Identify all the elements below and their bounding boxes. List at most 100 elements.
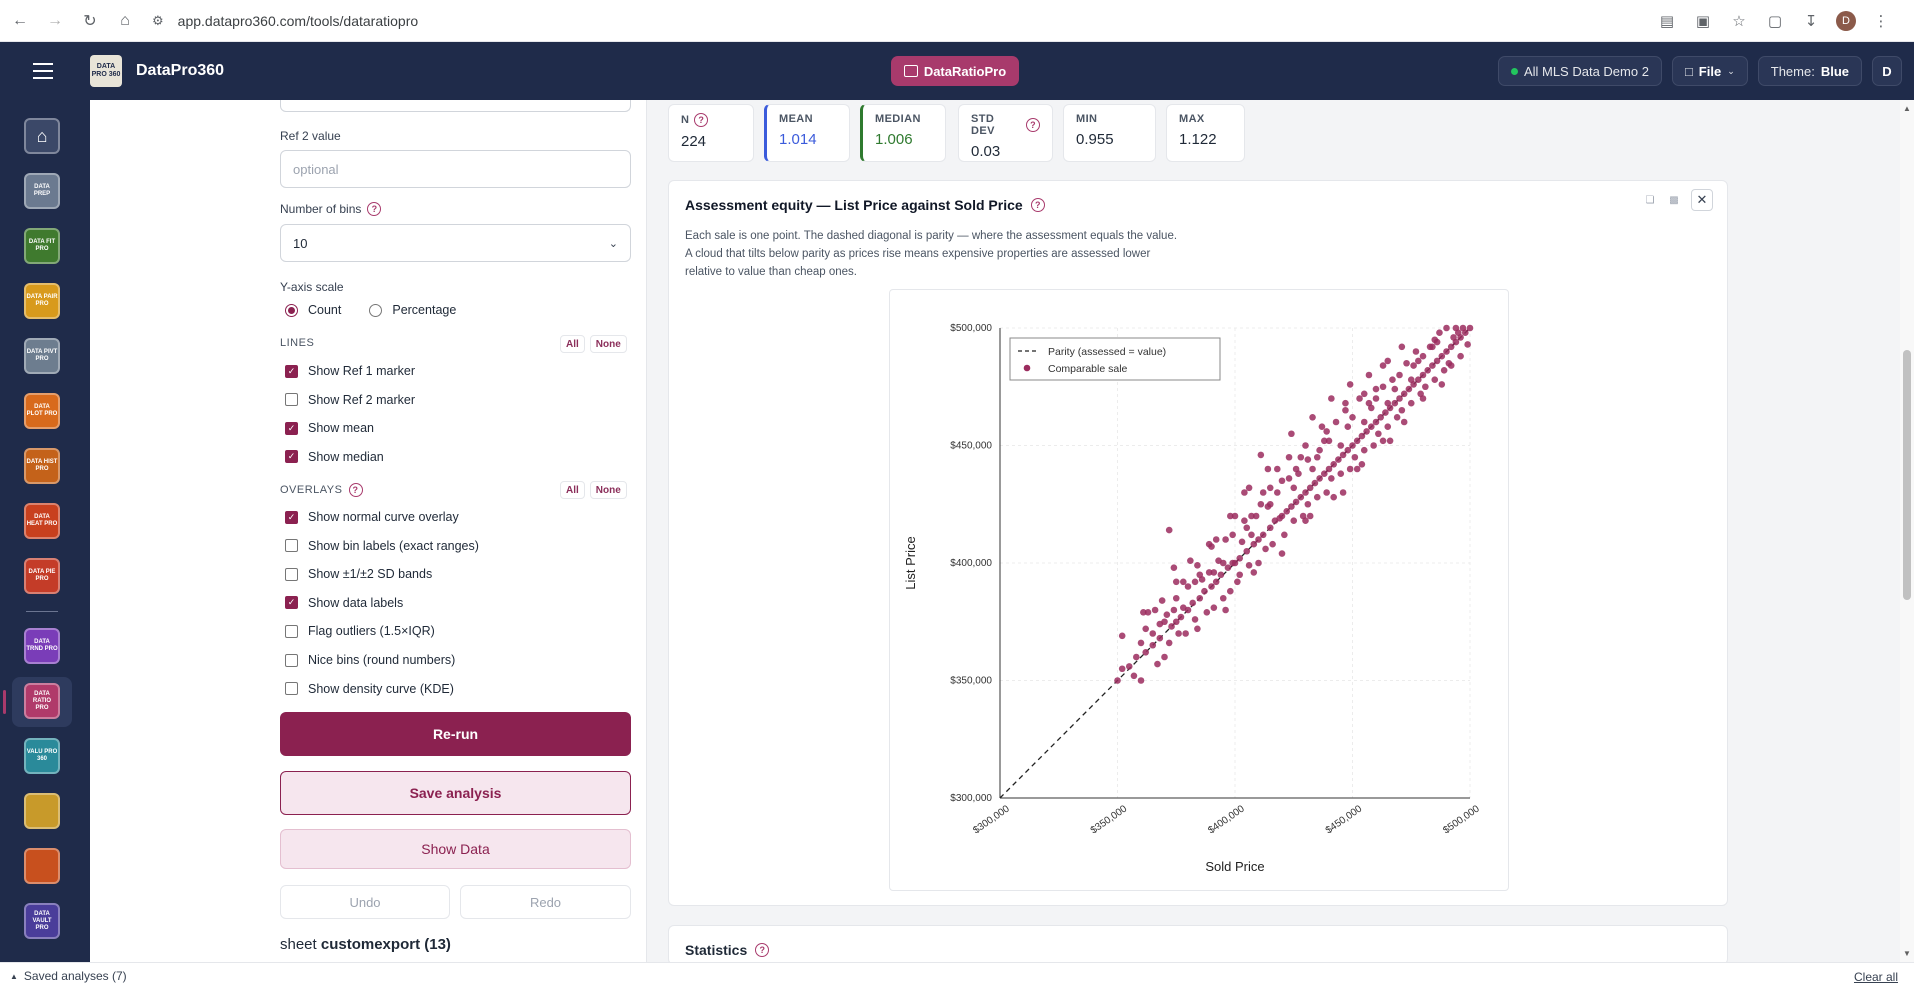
rail-item-0[interactable]: ⌂ [24, 118, 60, 154]
rail-item-6[interactable]: DATA HIST PRO [24, 448, 60, 484]
show-data-button[interactable]: Show Data [280, 829, 631, 869]
undo-button[interactable]: Undo [280, 885, 450, 919]
rail-item-13[interactable] [24, 848, 60, 884]
bins-select[interactable]: 10 ⌄ [280, 224, 631, 262]
download-image-icon[interactable]: ▩ [1669, 194, 1679, 206]
checkbox[interactable]: ✓ [285, 596, 298, 610]
saved-analyses-caret-icon[interactable]: ▲ [10, 971, 18, 981]
checkbox[interactable]: ✓ [285, 510, 298, 524]
overlays-option[interactable]: Nice bins (round numbers) [285, 653, 455, 667]
hamburger-menu-icon[interactable] [27, 55, 59, 87]
redo-button[interactable]: Redo [460, 885, 631, 919]
help-icon[interactable]: ? [1026, 118, 1040, 132]
data-point [1419, 395, 1427, 402]
checkbox[interactable] [285, 539, 298, 553]
theme-button[interactable]: Theme: Blue [1757, 56, 1862, 86]
chart-tools: ❏ ▩ ✕ [1643, 189, 1713, 211]
ref2-input[interactable]: optional [280, 150, 631, 188]
browser-profile-avatar[interactable]: D [1836, 10, 1856, 31]
rail-item-9[interactable]: DATA TRND PRO [24, 628, 60, 664]
page-scrollbar[interactable]: ▲ ▼ [1900, 100, 1914, 962]
rail-item-5[interactable]: DATA PLOT PRO [24, 393, 60, 429]
copy-icon[interactable]: ❏ [1645, 194, 1655, 206]
install-icon[interactable]: ▣ [1695, 12, 1711, 30]
clear-all-link[interactable]: Clear all [1853, 970, 1898, 984]
rail-item-4[interactable]: DATA PIVT PRO [24, 338, 60, 374]
file-menu-button[interactable]: □ File ⌄ [1671, 56, 1748, 86]
rail-item-8[interactable]: DATA PIE PRO [24, 558, 60, 594]
save-analysis-button[interactable]: Save analysis [280, 771, 631, 815]
data-point [1172, 578, 1180, 586]
radio-percentage[interactable] [369, 303, 383, 317]
scroll-down-icon[interactable]: ▼ [1903, 949, 1911, 958]
rail-active-indicator [3, 690, 6, 714]
rail-item-12[interactable] [24, 793, 60, 829]
tool-badge[interactable]: DataRatioPro [891, 56, 1019, 86]
rail-item-11[interactable]: VALU PRO 360 [24, 738, 60, 774]
checkbox[interactable] [285, 653, 298, 667]
ref1-input-partial[interactable] [280, 100, 631, 112]
overlays-option[interactable]: Show ±1/±2 SD bands [285, 567, 432, 581]
checkbox[interactable] [285, 682, 298, 696]
checkbox[interactable]: ✓ [285, 450, 298, 464]
help-icon[interactable]: ? [348, 483, 363, 497]
forward-icon[interactable]: → [47, 11, 63, 29]
scatter-chart: $300,000 $350,000 $400,000 $450,000 $500,000… [903, 323, 1482, 874]
user-avatar[interactable]: D [1872, 56, 1902, 86]
data-point [1379, 437, 1387, 445]
home-icon[interactable]: ⌂ [120, 11, 130, 29]
radio-count-label[interactable]: Count [308, 303, 342, 317]
address-bar[interactable]: ⚙ app.datapro360.com/tools/dataratiopro [152, 6, 1592, 36]
checkbox[interactable] [285, 393, 298, 407]
radio-percentage-label[interactable]: Percentage [392, 303, 457, 317]
lines-option[interactable]: ✓ Show median [285, 450, 384, 464]
overlays-option[interactable]: Show bin labels (exact ranges) [285, 539, 479, 553]
checkbox[interactable]: ✓ [285, 421, 298, 435]
checkbox[interactable]: ✓ [285, 364, 298, 378]
overlays-option[interactable]: Flag outliers (1.5×IQR) [285, 624, 435, 638]
rail-item-14[interactable]: DATA VAULT PRO [24, 903, 60, 939]
help-icon[interactable]: ? [755, 943, 770, 957]
chart-desc-line-2: A cloud that tilts below parity as price… [685, 248, 1151, 260]
data-point [1422, 383, 1429, 391]
reload-icon[interactable]: ↻ [83, 12, 97, 30]
rail-item-10[interactable]: DATA RATIO PRO [24, 683, 60, 719]
lines-option[interactable]: ✓ Show mean [285, 421, 374, 435]
overlays-none-button[interactable]: None [589, 481, 627, 499]
scroll-thumb[interactable] [1903, 350, 1911, 600]
download-icon[interactable]: ↧ [1804, 12, 1818, 30]
data-point [1313, 493, 1321, 501]
lines-option[interactable]: Show Ref 2 marker [285, 393, 415, 407]
rail-item-2[interactable]: DATA FIT PRO [24, 228, 60, 264]
rail-item-7[interactable]: DATA HEAT PRO [24, 503, 60, 539]
help-icon[interactable]: ? [1030, 198, 1045, 212]
overlays-option[interactable]: Show density curve (KDE) [285, 682, 454, 696]
data-point [1292, 465, 1300, 473]
pdf-icon[interactable]: ▤ [1659, 12, 1675, 30]
overlays-option[interactable]: ✓ Show normal curve overlay [285, 510, 459, 524]
checkbox[interactable] [285, 624, 298, 638]
data-point [1290, 484, 1298, 492]
data-point [1212, 536, 1220, 543]
rerun-button[interactable]: Re-run [280, 712, 631, 756]
overlays-option[interactable]: ✓ Show data labels [285, 596, 403, 610]
rail-item-1[interactable]: DATA PREP [24, 173, 60, 209]
menu-dots-icon[interactable]: ⋮ [1873, 12, 1889, 30]
checkbox[interactable] [285, 567, 298, 581]
saved-analyses-toggle[interactable]: Saved analyses (7) [23, 969, 127, 983]
lines-none-button[interactable]: None [589, 335, 627, 353]
back-icon[interactable]: ← [12, 11, 28, 29]
lines-option[interactable]: ✓ Show Ref 1 marker [285, 364, 415, 378]
site-info-icon[interactable]: ⚙ [152, 12, 164, 28]
rail-item-3[interactable]: DATA PAIR PRO [24, 283, 60, 319]
star-icon[interactable]: ☆ [1732, 12, 1746, 30]
lines-all-button[interactable]: All [560, 335, 585, 353]
help-icon[interactable]: ? [367, 202, 382, 216]
close-icon[interactable]: ✕ [1691, 189, 1713, 211]
dataset-selector[interactable]: All MLS Data Demo 2 [1497, 56, 1662, 86]
radio-count[interactable] [285, 303, 298, 317]
scroll-up-icon[interactable]: ▲ [1903, 104, 1911, 113]
extensions-icon[interactable]: ▢ [1767, 12, 1783, 30]
overlays-all-button[interactable]: All [560, 481, 585, 499]
help-icon[interactable]: ? [694, 113, 709, 127]
